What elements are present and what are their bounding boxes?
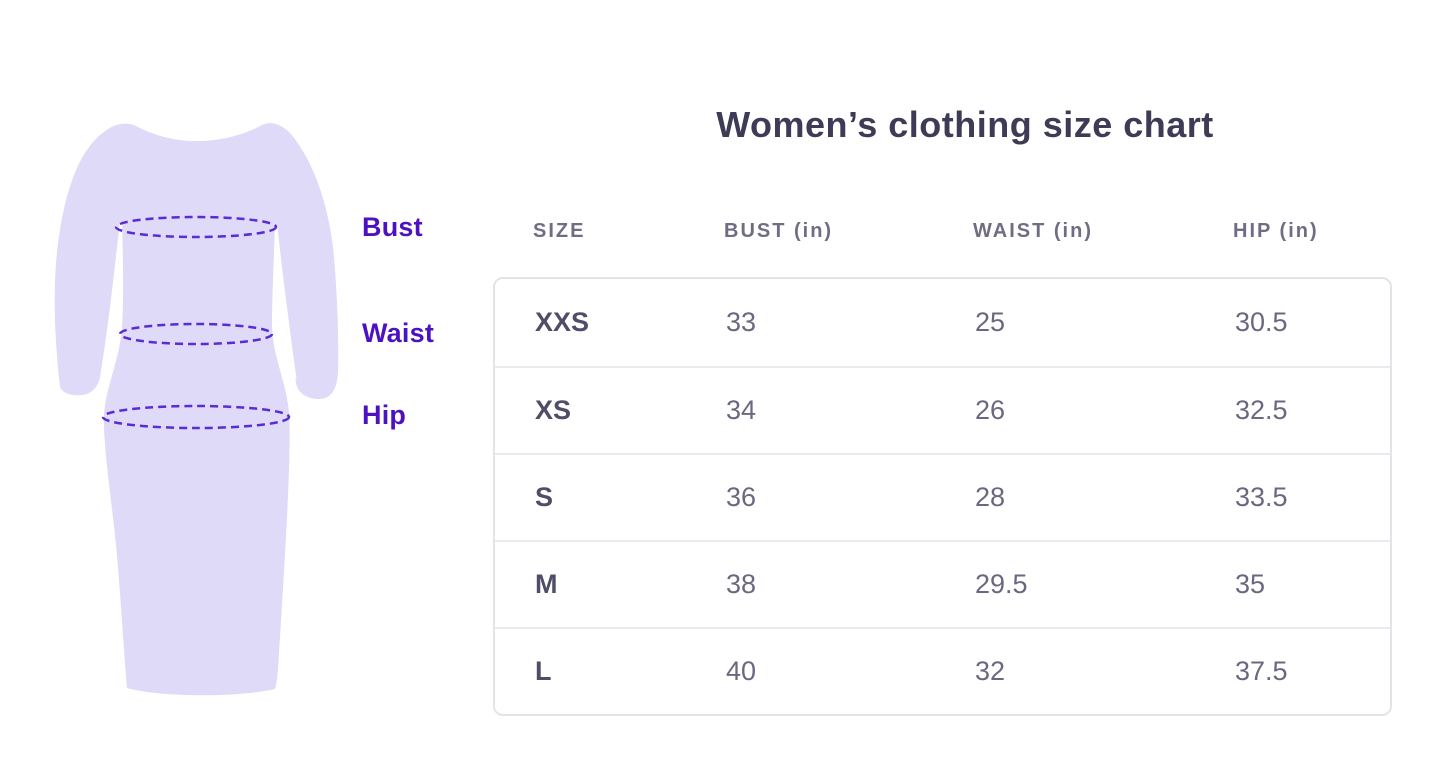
- table-row: XS 34 26 32.5: [495, 366, 1390, 453]
- table-row: S 36 28 33.5: [495, 453, 1390, 540]
- table-row: L 40 32 37.5: [495, 627, 1390, 714]
- bust-cell: 36: [726, 482, 757, 512]
- dress-silhouette-svg: [54, 123, 339, 696]
- table-row: M 38 29.5 35: [495, 540, 1390, 627]
- hip-measure-ellipse: [101, 404, 291, 430]
- waist-label: Waist: [362, 318, 435, 348]
- hip-cell: 32.5: [1235, 395, 1288, 425]
- size-cell: XXS: [535, 307, 590, 337]
- size-cell: S: [535, 482, 554, 512]
- bust-cell: 38: [726, 569, 757, 599]
- waist-cell: 26: [975, 395, 1006, 425]
- hip-cell: 37.5: [1235, 656, 1288, 686]
- hip-cell: 33.5: [1235, 482, 1288, 512]
- waist-cell: 32: [975, 656, 1006, 686]
- bust-cell: 33: [726, 307, 757, 337]
- column-header-bust: BUST (in): [724, 220, 834, 242]
- left-arm-gap: [101, 226, 123, 384]
- dress-silhouette: [54, 123, 339, 696]
- size-table: XXS 33 25 30.5 XS 34 26 32.5 S 36 28 33.…: [493, 277, 1392, 716]
- hip-cell: 30.5: [1235, 307, 1288, 337]
- dress-illustration: [50, 115, 350, 715]
- table-header-row: SIZE BUST (in) WAIST (in) HIP (in): [493, 220, 1392, 243]
- column-header-size: SIZE: [533, 220, 586, 242]
- size-cell: XS: [535, 395, 572, 425]
- page-title: Women’s clothing size chart: [716, 104, 1214, 145]
- hip-label: Hip: [362, 400, 407, 430]
- bust-cell: 34: [726, 395, 757, 425]
- waist-measure-ellipse: [118, 322, 274, 346]
- size-cell: M: [535, 569, 558, 599]
- size-cell: L: [535, 656, 552, 686]
- waist-cell: 29.5: [975, 569, 1028, 599]
- table-row: XXS 33 25 30.5: [495, 279, 1390, 366]
- column-header-waist: WAIST (in): [973, 220, 1093, 242]
- hip-cell: 35: [1235, 569, 1266, 599]
- bust-cell: 40: [726, 656, 757, 686]
- column-header-hip: HIP (in): [1233, 220, 1319, 242]
- waist-cell: 25: [975, 307, 1006, 337]
- bust-label: Bust: [362, 212, 423, 242]
- right-arm-gap: [274, 226, 297, 380]
- waist-cell: 28: [975, 482, 1006, 512]
- bust-measure-ellipse: [114, 215, 278, 239]
